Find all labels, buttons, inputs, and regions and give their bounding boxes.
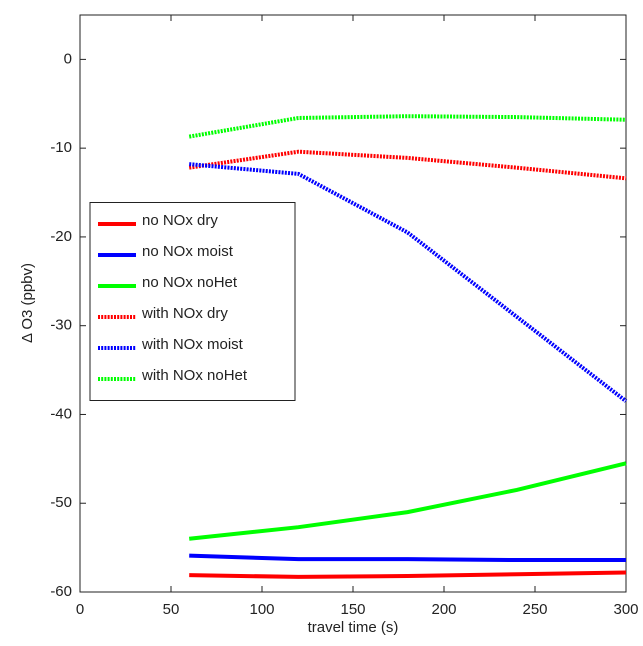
legend-label: with NOx dry bbox=[141, 305, 228, 322]
legend-label: no NOx dry bbox=[142, 212, 218, 229]
x-axis-label: travel time (s) bbox=[308, 619, 399, 636]
legend-label: no NOx moist bbox=[142, 243, 234, 260]
y-tick-label: -10 bbox=[50, 139, 72, 156]
x-tick-label: 250 bbox=[522, 601, 547, 618]
x-tick-label: 100 bbox=[249, 601, 274, 618]
y-tick-label: -60 bbox=[50, 583, 72, 600]
legend-label: with NOx moist bbox=[141, 336, 244, 353]
y-tick-label: -20 bbox=[50, 228, 72, 245]
y-tick-label: -40 bbox=[50, 405, 72, 422]
x-tick-label: 0 bbox=[76, 601, 84, 618]
x-tick-label: 200 bbox=[431, 601, 456, 618]
x-tick-label: 50 bbox=[163, 601, 180, 618]
series-line bbox=[188, 149, 627, 181]
legend-label: with NOx noHet bbox=[141, 367, 248, 384]
y-tick-label: -30 bbox=[50, 317, 72, 334]
legend-box bbox=[89, 202, 296, 401]
series-line bbox=[188, 461, 627, 541]
series-line bbox=[189, 162, 628, 403]
legend-label: no NOx noHet bbox=[142, 274, 238, 291]
y-axis-label: Δ O3 (ppbv) bbox=[19, 263, 36, 343]
x-tick-label: 150 bbox=[340, 601, 365, 618]
x-tick-label: 300 bbox=[613, 601, 638, 618]
series-line bbox=[189, 570, 627, 579]
y-tick-label: 0 bbox=[64, 50, 72, 67]
y-tick-label: -50 bbox=[50, 494, 72, 511]
series-line bbox=[189, 553, 626, 563]
series-line bbox=[188, 114, 627, 139]
